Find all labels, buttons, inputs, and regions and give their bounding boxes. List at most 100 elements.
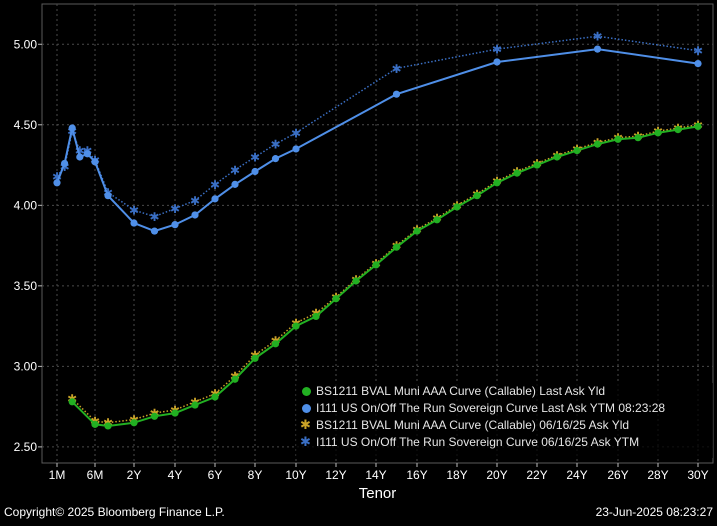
legend-marker-dot bbox=[302, 404, 311, 413]
series-point bbox=[392, 243, 401, 251]
x-tick-label: 12Y bbox=[325, 468, 346, 482]
series-point-star: ✱ bbox=[250, 151, 260, 165]
series-point-star: ✱ bbox=[693, 44, 703, 58]
series-point bbox=[533, 161, 541, 169]
series-point bbox=[104, 192, 112, 200]
y-tick-label: 3.50 bbox=[14, 279, 38, 293]
y-tick-label: 3.00 bbox=[14, 359, 38, 373]
x-tick-label: 20Y bbox=[486, 468, 507, 482]
series-point bbox=[413, 227, 421, 235]
x-tick-label: 30Y bbox=[687, 468, 708, 482]
series-point-star: ✱ bbox=[230, 163, 240, 177]
series-point-star: ✱ bbox=[210, 178, 220, 192]
series-point bbox=[634, 134, 642, 142]
legend-marker-star: ✱ bbox=[300, 417, 311, 432]
series-point-star: ✱ bbox=[391, 62, 401, 76]
x-tick-label: 28Y bbox=[647, 468, 668, 482]
y-tick-label: 2.50 bbox=[14, 440, 38, 454]
x-tick-label: 16Y bbox=[406, 468, 427, 482]
series-point bbox=[251, 167, 259, 176]
series-line bbox=[71, 124, 699, 424]
footer: Copyright© 2025 Bloomberg Finance L.P. 2… bbox=[0, 503, 717, 521]
series-point-star: ✱ bbox=[149, 210, 159, 224]
timestamp-text: 23-Jun-2025 08:23:27 bbox=[595, 505, 713, 519]
copyright-text: Copyright© 2025 Bloomberg Finance L.P. bbox=[4, 505, 225, 519]
series-point bbox=[171, 221, 179, 229]
legend-marker-dot bbox=[302, 387, 311, 396]
series-point bbox=[694, 59, 702, 68]
y-tick-label: 5.00 bbox=[14, 37, 38, 51]
legend-item-treasury-prior: ✱ I111 US On/Off The Run Sovereign Curve… bbox=[296, 434, 713, 451]
series-point bbox=[513, 169, 521, 177]
series-point bbox=[191, 401, 199, 409]
series-point-star: ✱ bbox=[170, 202, 180, 216]
series-point bbox=[292, 322, 300, 330]
series-point bbox=[91, 158, 99, 166]
series-point-star: ✱ bbox=[291, 126, 301, 140]
legend-item-treasury-last: I111 US On/Off The Run Sovereign Curve L… bbox=[296, 400, 713, 417]
x-tick-label: 8Y bbox=[248, 468, 263, 482]
x-tick-label: 26Y bbox=[607, 468, 628, 482]
x-tick-label: 22Y bbox=[526, 468, 547, 482]
series-point bbox=[312, 312, 320, 321]
y-tick-label: 4.50 bbox=[14, 118, 38, 132]
x-tick-label: 14Y bbox=[365, 468, 386, 482]
series-point bbox=[251, 354, 259, 362]
series-point bbox=[372, 261, 380, 269]
series-point bbox=[130, 219, 138, 227]
x-tick-label: 24Y bbox=[566, 468, 587, 482]
series-point bbox=[231, 180, 239, 188]
series-point bbox=[76, 153, 84, 161]
series-point-star: ✱ bbox=[592, 30, 602, 44]
x-tick-label: 18Y bbox=[446, 468, 467, 482]
series-point bbox=[91, 420, 99, 428]
series-point bbox=[231, 375, 239, 383]
series-point-star: ✱ bbox=[129, 204, 139, 218]
series-point bbox=[61, 159, 69, 168]
series-point bbox=[150, 412, 159, 420]
series-point bbox=[68, 398, 76, 406]
legend-item-muni-prior: ✱ BS1211 BVAL Muni AAA Curve (Callable) … bbox=[296, 417, 713, 434]
series-point bbox=[271, 155, 280, 163]
series-point-star: ✱ bbox=[190, 194, 200, 208]
series-point bbox=[593, 45, 602, 53]
series-point bbox=[553, 153, 561, 161]
series-point bbox=[104, 422, 112, 430]
series-point bbox=[614, 135, 622, 143]
series-point bbox=[191, 211, 199, 219]
legend-label: I111 US On/Off The Run Sovereign Curve 0… bbox=[316, 435, 640, 449]
x-tick-label: 1M bbox=[49, 468, 66, 482]
series-point bbox=[473, 192, 481, 200]
series-point bbox=[453, 203, 461, 211]
legend-item-muni-last: BS1211 BVAL Muni AAA Curve (Callable) La… bbox=[296, 383, 713, 400]
series-point bbox=[292, 145, 300, 153]
series-point-star: ✱ bbox=[270, 138, 280, 152]
series-point-star: ✱ bbox=[60, 160, 70, 174]
x-tick-label: 6Y bbox=[208, 468, 223, 482]
x-tick-label: 6M bbox=[87, 468, 104, 482]
series-point bbox=[493, 58, 501, 66]
series-point bbox=[392, 90, 401, 98]
series-point bbox=[674, 126, 682, 134]
legend-marker-star: ✱ bbox=[300, 434, 311, 449]
series-line bbox=[56, 35, 699, 218]
series-point bbox=[332, 295, 340, 303]
series-point-star: ✱ bbox=[52, 170, 62, 184]
series-point bbox=[433, 216, 441, 224]
series-point bbox=[211, 195, 219, 203]
x-axis-title: Tenor bbox=[359, 485, 397, 502]
series-point bbox=[68, 124, 76, 132]
legend-label: I111 US On/Off The Run Sovereign Curve L… bbox=[316, 401, 666, 415]
series-point bbox=[130, 419, 138, 427]
series-point bbox=[573, 146, 581, 155]
series-point bbox=[211, 393, 219, 401]
series-point bbox=[171, 409, 179, 417]
series-point bbox=[271, 340, 280, 348]
legend-label: BS1211 BVAL Muni AAA Curve (Callable) 06… bbox=[316, 418, 630, 432]
series-point bbox=[593, 140, 602, 148]
series-point bbox=[694, 122, 702, 130]
series-point-star: ✱ bbox=[492, 43, 502, 57]
chart-legend: BS1211 BVAL Muni AAA Curve (Callable) La… bbox=[296, 383, 713, 458]
series-point bbox=[493, 179, 501, 187]
y-tick-label: 4.00 bbox=[14, 198, 38, 212]
